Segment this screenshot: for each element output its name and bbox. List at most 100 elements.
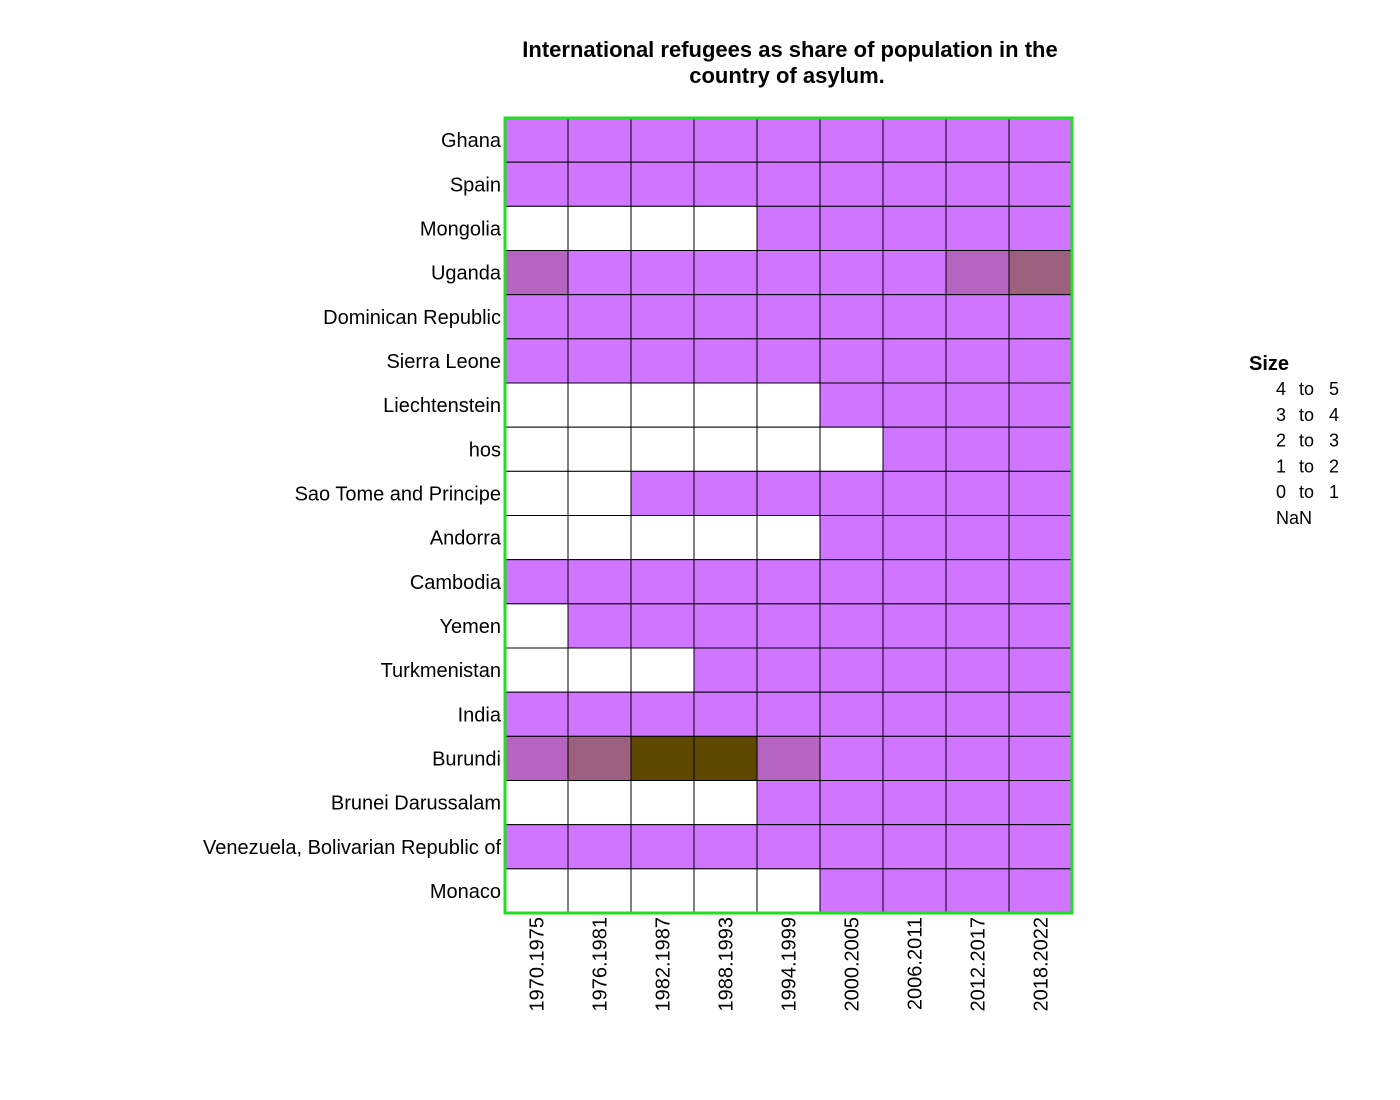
row-label: Mongolia [420, 218, 502, 240]
heatmap-cell [945, 691, 1010, 737]
heatmap-cell [882, 647, 947, 693]
heatmap-cell [882, 780, 947, 826]
heatmap-cell [567, 294, 632, 340]
row-label: India [458, 704, 502, 726]
heatmap-cell [567, 205, 632, 251]
heatmap-cell [882, 382, 947, 428]
heatmap-cell [504, 161, 569, 207]
legend-entry-label: NaN [1276, 508, 1312, 528]
heatmap-cell [1008, 735, 1073, 781]
column-label: 2000.2005 [842, 917, 864, 1012]
heatmap-cell [504, 603, 569, 649]
row-label: Sao Tome and Principe [295, 483, 501, 505]
heatmap-cell [819, 426, 884, 472]
heatmap-cell [819, 824, 884, 870]
legend-entry-to: 3 [1329, 431, 1339, 451]
heatmap-cell [882, 161, 947, 207]
heatmap-cell [882, 205, 947, 251]
legend-entry-from: 2 [1276, 431, 1286, 451]
heatmap-cell [630, 603, 695, 649]
heatmap-cell [882, 515, 947, 561]
heatmap-cell [1008, 205, 1073, 251]
heatmap-cell [882, 117, 947, 163]
legend-entry-from: 1 [1276, 456, 1286, 476]
heatmap-cell [819, 647, 884, 693]
heatmap-cell [567, 735, 632, 781]
heatmap-cell [945, 426, 1010, 472]
heatmap-cell [819, 294, 884, 340]
legend-entry-to-word: to [1299, 379, 1314, 399]
heatmap-cell [630, 250, 695, 296]
heatmap-cell [1008, 691, 1073, 737]
heatmap-cell [630, 691, 695, 737]
heatmap-cell [945, 294, 1010, 340]
heatmap-cell [882, 868, 947, 914]
row-label: Brunei Darussalam [331, 793, 501, 815]
heatmap-cell [567, 117, 632, 163]
heatmap-cell [882, 691, 947, 737]
heatmap-cell [693, 117, 758, 163]
column-label: 1994.1999 [779, 917, 801, 1012]
heatmap-cell [693, 161, 758, 207]
heatmap-cell [693, 294, 758, 340]
heatmap-cell [567, 868, 632, 914]
heatmap-cell [756, 515, 821, 561]
heatmap-cell [504, 735, 569, 781]
heatmap-cell [504, 691, 569, 737]
heatmap-cell [882, 470, 947, 517]
heatmap-cell [819, 780, 884, 826]
column-label: 2006.2011 [905, 917, 927, 1010]
column-labels: 1970.1975 1976.1981 1982.1987 1988.1993 1994… [527, 917, 1053, 1012]
heatmap-cell [504, 780, 569, 826]
row-label: Liechtenstein [383, 395, 501, 417]
heatmap-cell [504, 470, 569, 517]
heatmap-cell [756, 780, 821, 826]
heatmap-cell [693, 250, 758, 296]
heatmap-cell [1008, 868, 1073, 914]
heatmap-cell [630, 515, 695, 561]
heatmap-cell [693, 559, 758, 605]
heatmap-cell [693, 426, 758, 472]
column-label: 1976.1981 [590, 917, 612, 1012]
heatmap-cell [1008, 338, 1073, 384]
heatmap-cell [630, 824, 695, 870]
heatmap-cell [945, 868, 1010, 914]
heatmap-cell [945, 647, 1010, 693]
heatmap-cell [504, 338, 569, 384]
legend-entry-to-word: to [1299, 456, 1314, 476]
row-label: Spain [450, 174, 501, 196]
heatmap-cell [819, 382, 884, 428]
heatmap-cell [504, 515, 569, 561]
chart-title-line-1: International refugees as share of popul… [522, 37, 1057, 62]
heatmap-cell [567, 647, 632, 693]
heatmap-cell [756, 205, 821, 251]
heatmap-cell [882, 824, 947, 870]
legend-entry-from: 3 [1276, 405, 1286, 425]
heatmap-cell [945, 603, 1010, 649]
heatmap-cell [756, 647, 821, 693]
heatmap-cell [756, 691, 821, 737]
row-labels: Ghana Spain Mongolia Uganda Dominican Republ… [203, 130, 502, 903]
column-label: 1988.1993 [716, 917, 738, 1012]
heatmap-cell [882, 735, 947, 781]
row-label: Turkmenistan [381, 660, 501, 682]
row-label: Uganda [431, 263, 502, 285]
heatmap-cell [693, 824, 758, 870]
heatmap-cell [504, 559, 569, 605]
heatmap-cell [567, 250, 632, 296]
heatmap-cell [504, 426, 569, 472]
heatmap-cell [630, 780, 695, 826]
heatmap-cell [756, 470, 821, 517]
legend-entry-to-word: to [1299, 405, 1314, 425]
heatmap-cell [630, 205, 695, 251]
heatmap-cell [693, 603, 758, 649]
heatmap-cell [819, 161, 884, 207]
heatmap-cell [504, 647, 569, 693]
heatmap-cell [504, 205, 569, 251]
heatmap-cell [630, 426, 695, 472]
heatmap-cell [1008, 294, 1073, 340]
heatmap-cell [882, 603, 947, 649]
heatmap-cell [567, 470, 632, 517]
row-label: hos [469, 439, 501, 461]
